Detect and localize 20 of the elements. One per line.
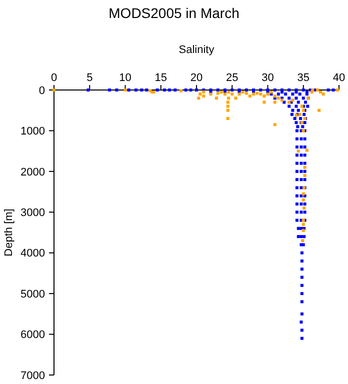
x-axis-title: Salinity (178, 44, 215, 56)
y-tick-label: 4000 (20, 248, 45, 260)
x-tick-label: 10 (119, 72, 132, 84)
y-tick-label: 3000 (20, 206, 45, 219)
x-tick-label: 5 (86, 72, 93, 84)
x-tick-label: 30 (262, 72, 274, 84)
y-axis-title: Depth [m] (3, 208, 15, 256)
chart-title: MODS2005 in March (108, 5, 240, 21)
x-tick-label: 40 (332, 72, 346, 84)
y-tick-label: 6000 (20, 329, 45, 342)
x-tick-label: 25 (226, 72, 238, 84)
y-tick-label: 5000 (20, 288, 45, 300)
x-tick-label: 20 (190, 72, 203, 84)
y-tick-label: 2000 (20, 166, 45, 178)
x-tick-label: 15 (154, 72, 167, 84)
y-tick-label: 7000 (20, 370, 45, 382)
x-tick-label: 35 (297, 72, 310, 84)
x-tick-label: 0 (50, 72, 58, 84)
y-tick-label: 1000 (20, 126, 45, 138)
y-tick-label: 0 (38, 84, 45, 97)
